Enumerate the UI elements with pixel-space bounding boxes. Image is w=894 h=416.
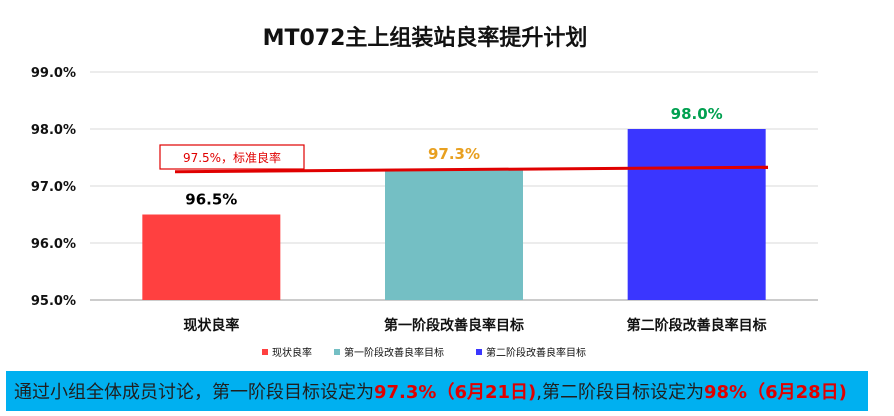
reference-line-group: 97.5%，标准良率 <box>159 144 769 174</box>
chart-title: MT072主上组装站良率提升计划 <box>263 25 588 51</box>
y-tick-label: 95.0% <box>31 294 76 309</box>
footer-text-3: ,第二阶段目标设定为 <box>536 382 704 403</box>
data-label: 98.0% <box>671 105 723 123</box>
y-tick-label: 99.0% <box>31 66 76 81</box>
bar <box>385 168 523 300</box>
data-label: 96.5% <box>185 191 237 209</box>
legend-label: 现状良率 <box>272 346 312 359</box>
bar <box>627 129 766 300</box>
legend-swatch <box>262 349 268 355</box>
legend: 现状良率 第一阶段改善良率目标 第二阶段改善良率目标 <box>262 346 586 359</box>
reference-label: 97.5%，标准良率 <box>183 150 281 165</box>
footer-text-2: 97.3%（6月21日) <box>374 382 537 403</box>
bars: 96.5% 97.3% 98.0% <box>142 105 766 300</box>
legend-label: 第一阶段改善良率目标 <box>344 346 444 359</box>
data-label: 97.3% <box>428 145 480 163</box>
y-axis-ticks: 95.0% 96.0% 97.0% 98.0% 99.0% <box>31 66 76 309</box>
x-category-label: 第二阶段改善良率目标 <box>627 317 767 334</box>
y-tick-label: 96.0% <box>31 237 76 252</box>
y-tick-label: 98.0% <box>31 123 76 138</box>
legend-swatch <box>476 349 482 355</box>
chart: MT072主上组装站良率提升计划 95.0% 96.0% 97.0% 98.0% 99.… <box>31 25 818 359</box>
legend-label: 第二阶段改善良率目标 <box>486 346 586 359</box>
footer-text-1: 通过小组全体成员讨论，第一阶段目标设定为 <box>14 382 374 403</box>
y-tick-label: 97.0% <box>31 180 76 195</box>
legend-swatch <box>334 349 340 355</box>
x-category-label: 第一阶段改善良率目标 <box>384 317 524 334</box>
reference-label-box <box>159 144 305 170</box>
reference-line <box>174 165 769 174</box>
bar <box>142 214 281 300</box>
footer-text-4: 98%（6月28日) <box>703 382 847 403</box>
x-category-label: 现状良率 <box>183 317 239 334</box>
footer-banner: 通过小组全体成员讨论，第一阶段目标设定为 97.3%（6月21日) ,第二阶段目标设… <box>6 371 868 411</box>
x-axis-labels: 现状良率 第一阶段改善良率目标 第二阶段改善良率目标 <box>183 317 766 334</box>
